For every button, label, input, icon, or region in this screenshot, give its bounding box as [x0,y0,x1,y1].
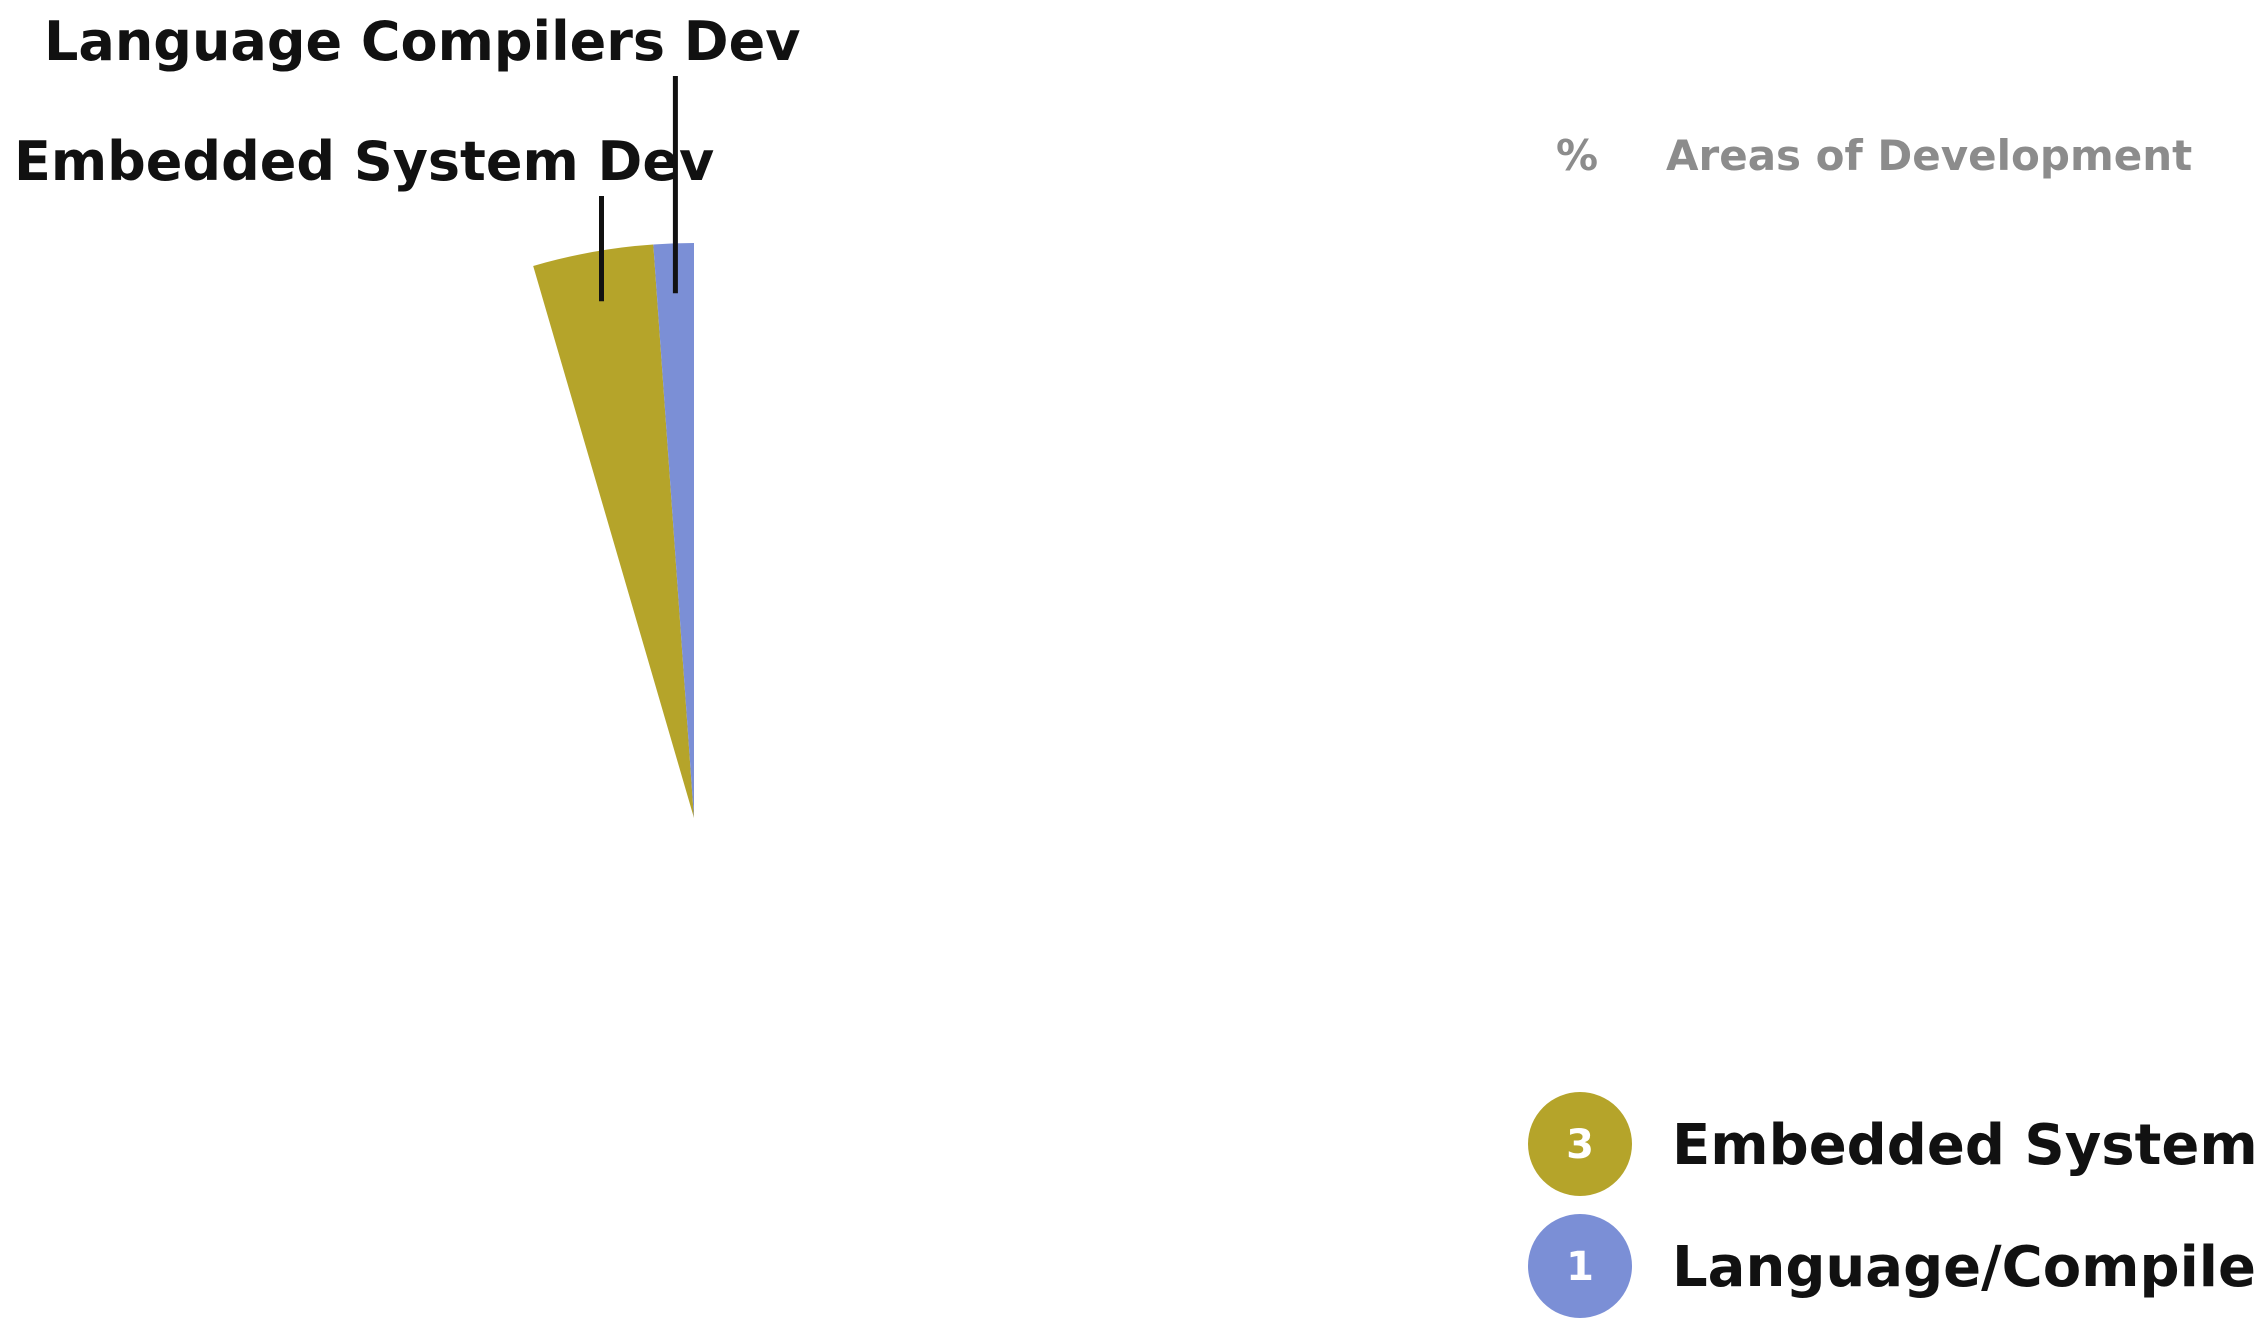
legend-title: Areas of Development [1666,131,2192,180]
legend: 3 Embedded Systems 1 Language/Compilers [1528,1092,2260,1318]
callout-label-1: Embedded System Dev [14,130,714,193]
pie-slice-2 [653,243,694,818]
legend-value-1: 3 [1566,1122,1594,1168]
callout-label-2: Language Compilers Dev [44,10,800,73]
legend-value-2: 1 [1566,1244,1594,1290]
legend-percent-label: % [1556,131,1598,180]
legend-header: % Areas of Development [1556,131,2192,180]
pie-slice-1 [533,244,694,818]
legend-swatch-1 [1528,1092,1632,1196]
legend-label-1: Embedded Systems [1672,1113,2260,1178]
legend-label-2: Language/Compilers [1672,1235,2260,1300]
pie-slices [533,243,694,818]
slice-callouts: Embedded System Dev Language Compilers De… [14,10,800,302]
legend-swatch-2 [1528,1214,1632,1318]
